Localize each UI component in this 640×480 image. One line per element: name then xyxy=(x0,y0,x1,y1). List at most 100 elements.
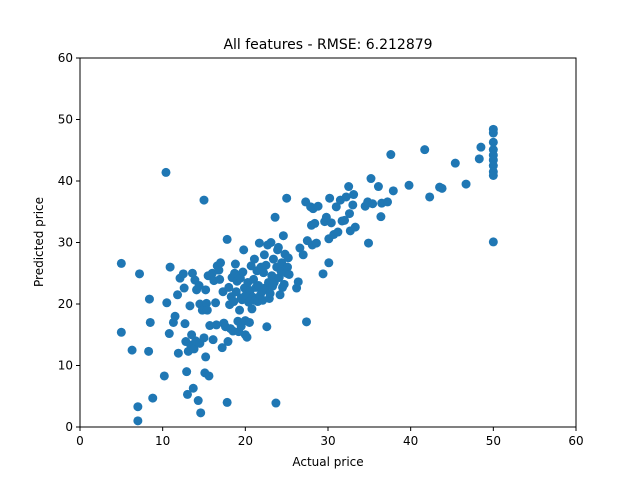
data-point xyxy=(488,128,498,138)
data-point xyxy=(214,265,224,275)
data-point xyxy=(239,245,249,255)
x-tick-label: 10 xyxy=(155,434,170,448)
data-point xyxy=(284,269,294,279)
data-point xyxy=(211,320,221,330)
data-point xyxy=(189,344,199,354)
data-point xyxy=(201,285,211,295)
plot-frame xyxy=(79,57,577,428)
data-point xyxy=(376,212,386,222)
data-point xyxy=(159,371,169,381)
data-point xyxy=(476,142,486,152)
y-tick-label: 20 xyxy=(58,297,73,311)
data-point xyxy=(127,345,137,355)
data-point xyxy=(488,237,498,247)
data-point xyxy=(383,197,393,207)
data-point xyxy=(165,262,175,272)
data-point xyxy=(247,304,257,314)
data-point xyxy=(182,389,192,399)
data-point xyxy=(215,274,225,284)
x-tick-label: 60 xyxy=(568,434,583,448)
y-tick-label: 40 xyxy=(58,174,73,188)
data-point xyxy=(182,367,192,377)
data-point xyxy=(488,161,498,171)
data-point xyxy=(116,258,126,268)
data-point xyxy=(333,227,343,237)
data-point xyxy=(266,238,276,247)
data-point xyxy=(164,329,174,339)
points-layer xyxy=(116,124,498,426)
data-point xyxy=(364,238,374,248)
data-point xyxy=(224,282,234,292)
data-point xyxy=(133,402,143,412)
data-point xyxy=(437,183,447,193)
ticks-layer: 0 10 20 30 40 50 60 0 10 20 30 40 50 60 xyxy=(58,51,584,448)
data-point xyxy=(350,222,360,232)
data-point xyxy=(249,274,259,284)
data-point xyxy=(311,238,321,248)
data-point xyxy=(461,179,471,189)
data-point xyxy=(199,333,209,343)
data-point xyxy=(254,238,264,248)
data-point xyxy=(373,182,383,192)
data-point xyxy=(313,201,323,211)
data-point xyxy=(474,154,484,164)
data-point xyxy=(293,277,303,287)
y-tick-label: 50 xyxy=(58,113,73,127)
data-point xyxy=(231,287,241,297)
data-point xyxy=(349,190,359,200)
data-point xyxy=(386,150,396,160)
data-point xyxy=(230,259,240,269)
data-point xyxy=(324,258,334,268)
data-point xyxy=(331,202,341,212)
x-tick-label: 30 xyxy=(320,434,335,448)
data-point xyxy=(325,193,335,203)
data-point xyxy=(344,182,354,192)
data-point xyxy=(261,260,271,270)
x-tick-label: 40 xyxy=(403,434,418,448)
data-point xyxy=(205,321,215,331)
data-point xyxy=(244,317,254,327)
data-point xyxy=(348,200,358,210)
data-point xyxy=(273,242,283,252)
data-point xyxy=(217,343,227,353)
data-point xyxy=(201,298,211,308)
data-point xyxy=(145,317,155,327)
data-point xyxy=(211,298,221,308)
data-point xyxy=(267,271,277,281)
x-tick-label: 50 xyxy=(486,434,501,448)
data-point xyxy=(201,352,211,362)
data-point xyxy=(326,218,336,228)
data-point xyxy=(262,322,272,332)
data-point xyxy=(222,234,232,244)
data-point xyxy=(341,192,351,202)
data-point xyxy=(180,319,190,329)
data-point xyxy=(170,311,180,321)
data-point xyxy=(368,199,378,209)
data-point xyxy=(271,398,281,408)
data-point xyxy=(259,268,269,278)
y-tick-label: 60 xyxy=(58,51,73,65)
chart-title: All features - RMSE: 6.212879 xyxy=(223,37,432,53)
x-tick-label: 20 xyxy=(238,434,253,448)
data-point xyxy=(238,267,248,277)
data-point xyxy=(223,337,233,347)
data-point xyxy=(344,209,354,219)
data-point xyxy=(388,186,398,196)
data-point xyxy=(259,250,269,260)
data-point xyxy=(229,297,239,307)
data-point xyxy=(274,273,284,283)
data-point xyxy=(275,290,285,300)
data-point xyxy=(282,262,292,272)
data-point xyxy=(268,254,278,264)
data-point xyxy=(144,346,154,356)
data-point xyxy=(161,167,171,177)
data-point xyxy=(135,269,145,279)
data-point xyxy=(222,397,232,407)
data-point xyxy=(185,301,195,311)
data-point xyxy=(148,393,158,403)
data-point xyxy=(270,212,280,222)
data-point xyxy=(404,180,414,190)
data-point xyxy=(302,317,312,327)
